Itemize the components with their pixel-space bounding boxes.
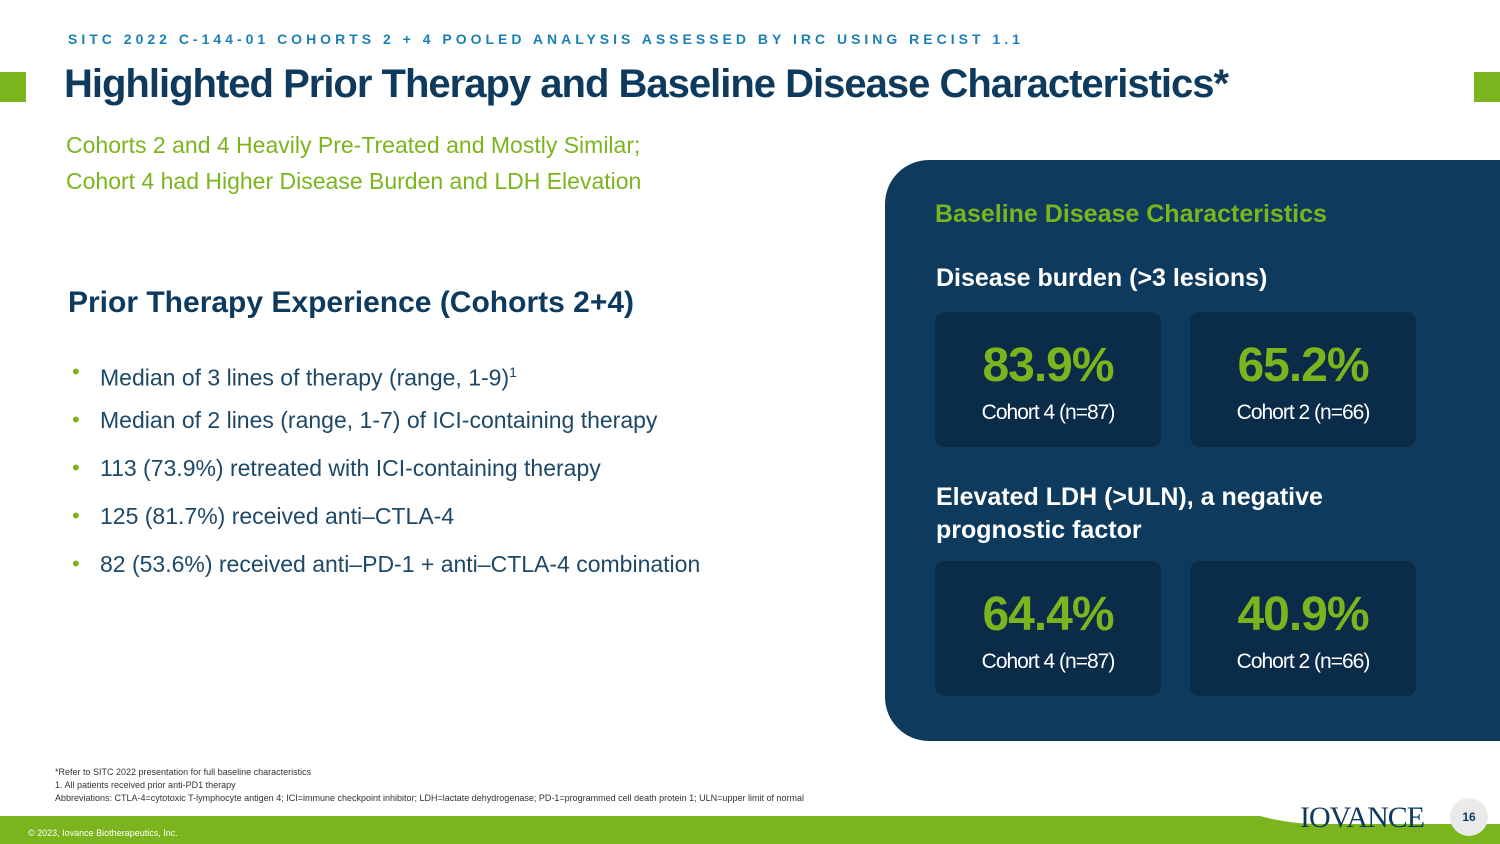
baseline-panel: Baseline Disease Characteristics Disease… <box>885 160 1500 741</box>
bullet-item: • 82 (53.6%) received anti–PD-1 + anti–C… <box>70 544 700 592</box>
page-number: 16 <box>1450 798 1488 836</box>
stat-label: Cohort 2 (n=66) <box>1236 401 1371 424</box>
bullet-text: 82 (53.6%) received anti–PD-1 + anti–CTL… <box>100 551 701 577</box>
right-accent-mark <box>1474 72 1500 102</box>
iovance-logo: IOVANCE <box>1300 801 1425 834</box>
stat-value: 64.4% <box>982 588 1114 641</box>
footnotes: *Refer to SITC 2022 presentation for ful… <box>55 766 804 805</box>
bullet-item: • Median of 3 lines of therapy (range, 1… <box>70 352 700 400</box>
bullet-dot-icon: • <box>72 359 80 384</box>
slide-title: Highlighted Prior Therapy and Baseline D… <box>64 62 1229 106</box>
bullet-text: 125 (81.7%) received anti–CTLA-4 <box>100 503 455 529</box>
footnote-line: *Refer to SITC 2022 presentation for ful… <box>55 767 312 777</box>
stat-label: Cohort 4 (n=87) <box>981 401 1116 424</box>
heading-line: prognostic factor <box>936 516 1142 544</box>
bullet-dot-icon: • <box>72 407 80 432</box>
subtitle-line-2: Cohort 4 had Higher Disease Burden and L… <box>66 168 642 194</box>
bullet-item: • 125 (81.7%) received anti–CTLA-4 <box>70 496 700 544</box>
footnote-line: 1. All patients received prior anti-PD1 … <box>55 780 236 790</box>
stat-box-ldh-cohort-2: 40.9% Cohort 2 (n=66) <box>1190 561 1416 696</box>
bullet-dot-icon: • <box>72 455 80 480</box>
elevated-ldh-heading: Elevated LDH (>ULN), a negative prognost… <box>936 481 1323 547</box>
heading-line: Elevated LDH (>ULN), a negative <box>936 483 1323 511</box>
bullet-item: • Median of 2 lines (range, 1-7) of ICI-… <box>70 400 700 448</box>
disease-burden-heading: Disease burden (>3 lesions) <box>936 262 1267 295</box>
stat-value: 65.2% <box>1237 339 1369 392</box>
baseline-panel-title: Baseline Disease Characteristics <box>935 200 1327 228</box>
left-accent-mark <box>0 72 26 102</box>
bullet-text: 113 (73.9%) retreated with ICI-containin… <box>100 455 601 481</box>
bullet-dot-icon: • <box>72 503 80 528</box>
stat-box-burden-cohort-4: 83.9% Cohort 4 (n=87) <box>935 312 1161 447</box>
footer-bar <box>0 816 1500 844</box>
prior-therapy-heading: Prior Therapy Experience (Cohorts 2+4) <box>68 286 635 319</box>
heading-line: Disease burden (>3 lesions) <box>936 264 1268 292</box>
stat-box-burden-cohort-2: 65.2% Cohort 2 (n=66) <box>1190 312 1416 447</box>
footnote-ref: 1 <box>509 364 517 380</box>
abbreviations-line: Abbreviations: CTLA-4=cytotoxic T-lympho… <box>55 793 804 803</box>
prior-therapy-list: • Median of 3 lines of therapy (range, 1… <box>70 352 700 592</box>
slide-subtitle: Cohorts 2 and 4 Heavily Pre-Treated and … <box>66 127 641 199</box>
stat-box-ldh-cohort-4: 64.4% Cohort 4 (n=87) <box>935 561 1161 696</box>
subtitle-line-1: Cohorts 2 and 4 Heavily Pre-Treated and … <box>66 132 641 158</box>
stat-value: 83.9% <box>982 339 1114 392</box>
bullet-text: Median of 2 lines (range, 1-7) of ICI-co… <box>100 407 658 433</box>
bullet-dot-icon: • <box>72 551 80 576</box>
stat-value: 40.9% <box>1237 588 1369 641</box>
copyright: © 2023, Iovance Biotherapeutics, Inc. <box>28 828 178 838</box>
bullet-text: Median of 3 lines of therapy (range, 1-9… <box>100 364 510 391</box>
stat-label: Cohort 2 (n=66) <box>1236 650 1371 673</box>
header-kicker: SITC 2022 C-144-01 COHORTS 2 + 4 POOLED … <box>68 31 1024 47</box>
stat-label: Cohort 4 (n=87) <box>981 650 1116 673</box>
bullet-item: • 113 (73.9%) retreated with ICI-contain… <box>70 448 700 496</box>
